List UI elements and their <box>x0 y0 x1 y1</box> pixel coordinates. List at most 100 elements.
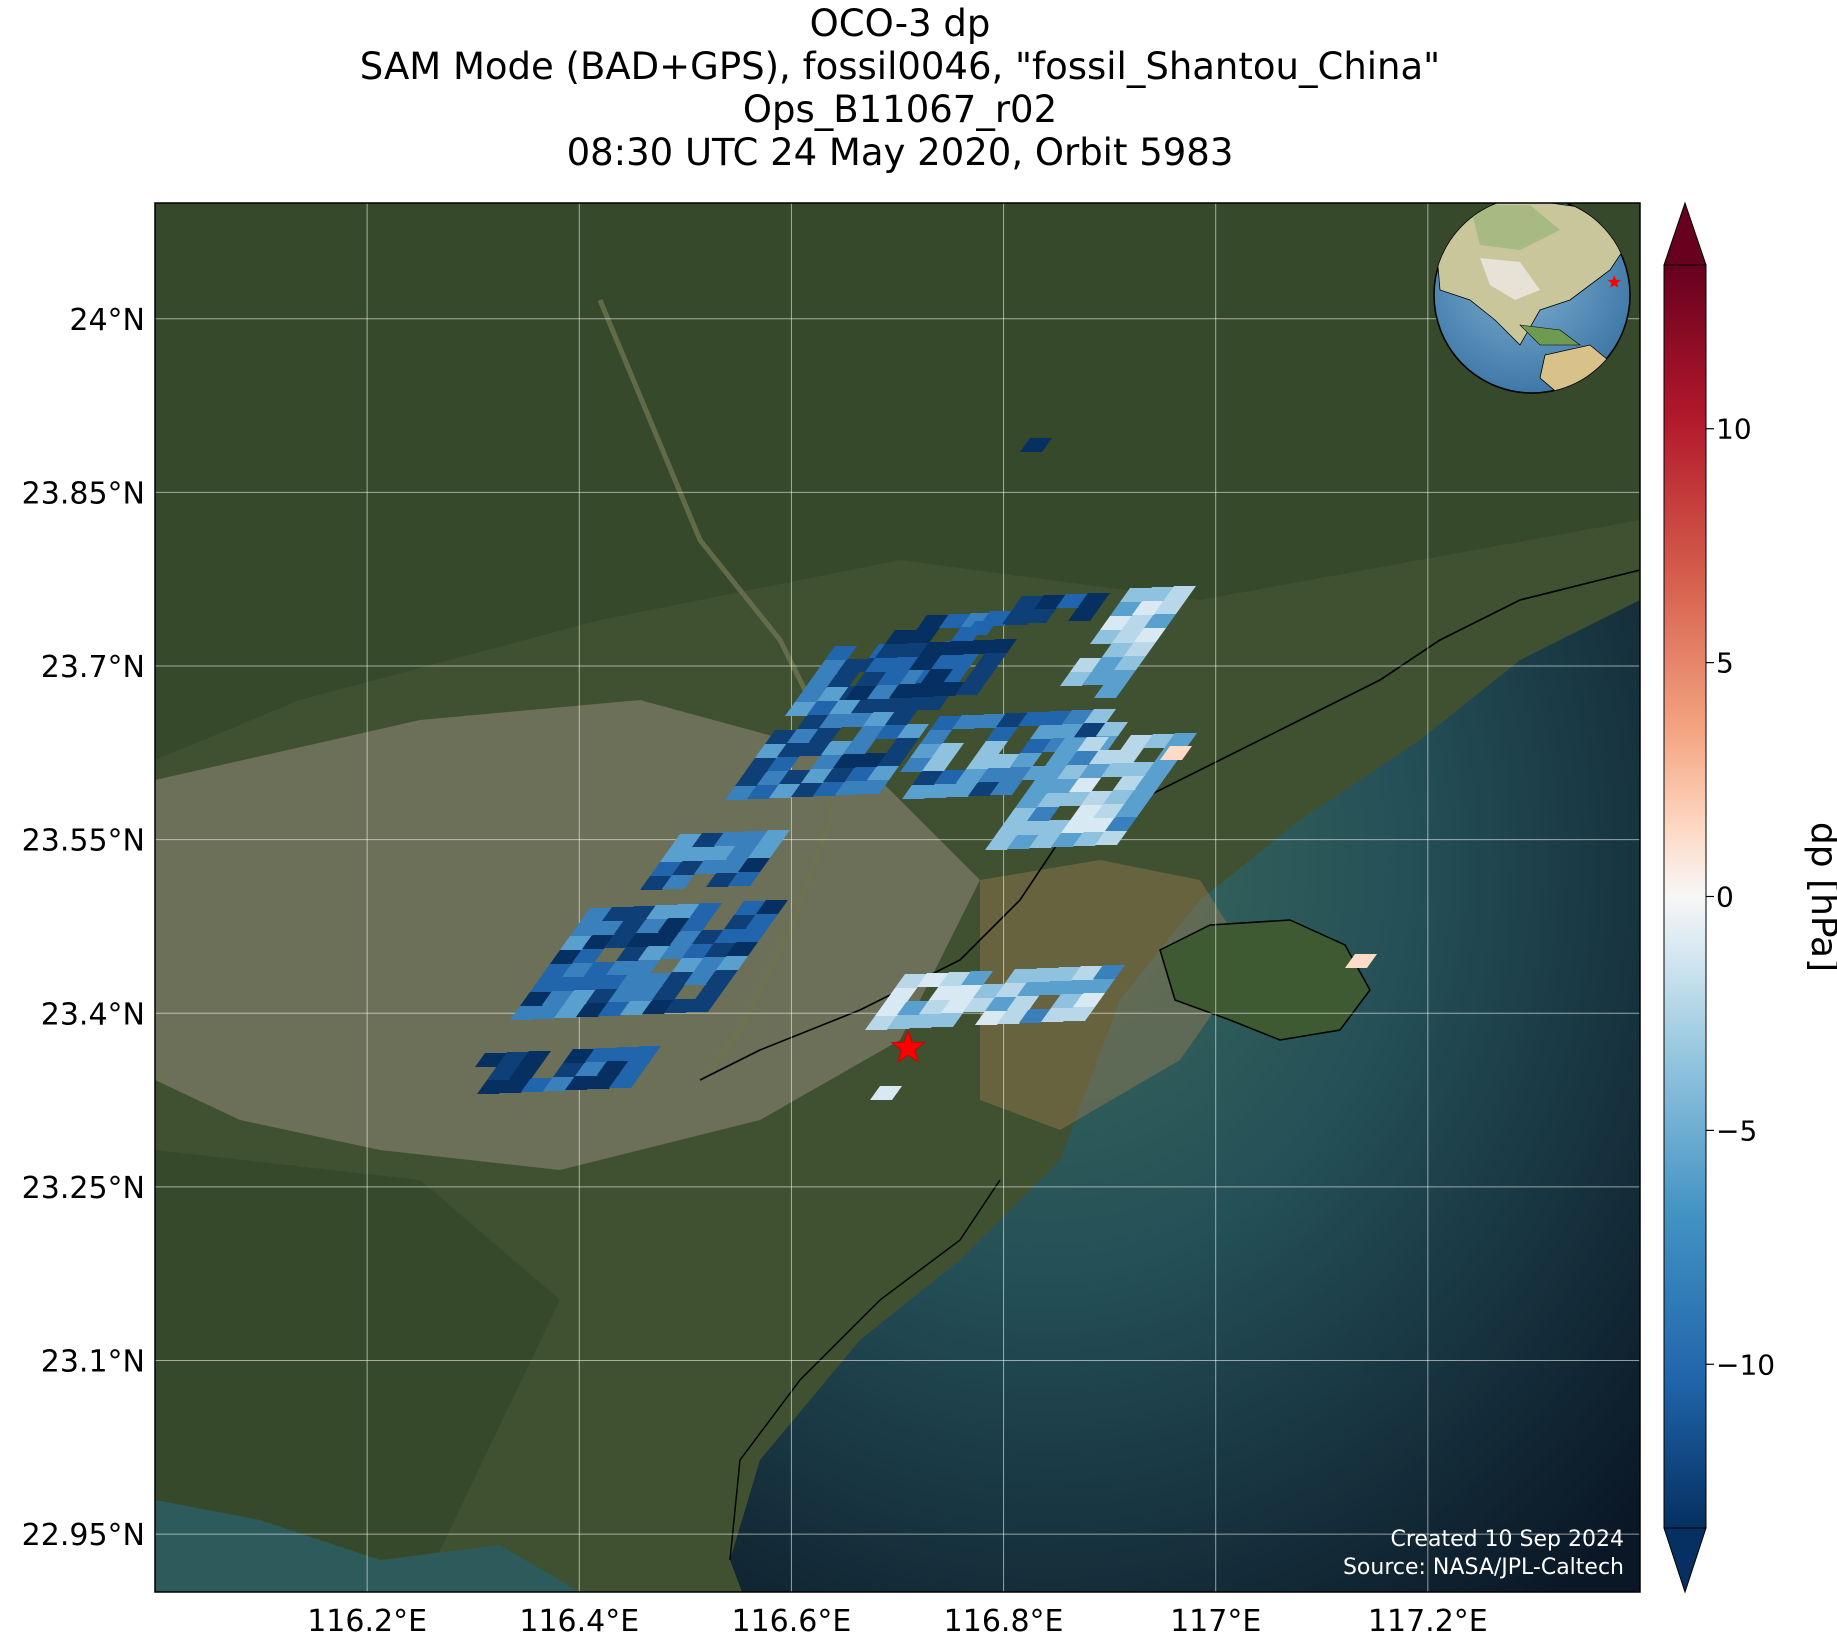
sounding-footprint <box>985 639 1017 653</box>
lon-tick-label: 117.2°E <box>1368 1604 1488 1639</box>
lon-tick-label: 117°E <box>1170 1604 1261 1639</box>
lat-tick-label: 23.55°N <box>22 824 145 859</box>
title-line-3: Ops_B11067_r02 <box>742 88 1058 131</box>
lat-tick-label: 23.7°N <box>41 650 145 685</box>
sounding-footprint <box>716 956 748 970</box>
sounding-footprint <box>1010 753 1042 767</box>
sounding-footprint <box>955 681 987 695</box>
sounding-footprint <box>1024 609 1056 623</box>
sounding-footprint <box>696 984 728 998</box>
sounding-footprint <box>706 970 738 984</box>
sounding-footprint <box>1073 993 1105 1007</box>
globe-location-star <box>1607 275 1621 288</box>
sounding-footprint <box>931 655 963 669</box>
sounding-footprint <box>1115 803 1147 817</box>
sounding-footprint <box>1095 831 1127 845</box>
sounding-footprint <box>986 727 1018 741</box>
lon-tick-label: 116.6°E <box>732 1604 852 1639</box>
sounding-footprint <box>1027 807 1059 821</box>
globe-indonesia <box>1519 324 1581 346</box>
sounding-footprint <box>1134 628 1166 642</box>
sounding-footprint <box>1345 954 1377 968</box>
colorbar: 10 5 0 −5 −10 dp [hPa] <box>1663 201 1837 1594</box>
southwest-hills <box>155 1150 560 1592</box>
sounding-footprint <box>736 928 768 942</box>
sounding-footprint <box>1093 965 1125 979</box>
colorbar-tick-label: −5 <box>1716 1114 1757 1147</box>
sounding-footprint <box>809 728 841 742</box>
sounding-footprint <box>1094 684 1126 698</box>
sounding-footprint <box>1165 733 1197 747</box>
sounding-footprint <box>1077 737 1109 751</box>
title-line-2: SAM Mode (BAD+GPS), fossil0046, "fossil_… <box>359 45 1441 88</box>
globe-asia-green <box>1470 205 1560 250</box>
sounding-footprint <box>758 830 790 844</box>
sounding-footprint <box>907 629 939 643</box>
lat-tick-label: 23.1°N <box>41 1345 145 1380</box>
sounding-footprint <box>885 988 917 1002</box>
colorbar-tick-label: 0 <box>1716 881 1734 914</box>
sea-southwest <box>155 1500 580 1592</box>
sounding-footprint <box>965 621 997 635</box>
sounding-footprint <box>1007 996 1039 1010</box>
globe-tibet <box>1480 258 1540 300</box>
sounding-footprint <box>827 673 859 687</box>
sounding-footprint <box>1069 778 1101 792</box>
sounding-footprint <box>726 942 758 956</box>
sounding-footprint <box>857 780 889 794</box>
sounding-footprint <box>1114 656 1146 670</box>
lon-tick-label: 116.2°E <box>307 1604 427 1639</box>
sounding-footprint <box>885 711 917 725</box>
mountain-region <box>155 203 1640 760</box>
lon-tick-label: 116.4°E <box>519 1604 639 1639</box>
lat-tick-label: 23.4°N <box>41 997 145 1032</box>
basemap: Created 10 Sep 2024 Source: NASA/JPL-Cal… <box>155 203 1640 1592</box>
colorbar-tick-label: 10 <box>1716 413 1752 446</box>
sounding-footprint <box>1160 746 1192 760</box>
title-line-1: OCO-3 dp <box>809 2 991 45</box>
target-site-star <box>890 1029 926 1063</box>
sounding-footprint <box>961 971 993 985</box>
longitude-labels: 116.2°E 116.4°E 116.6°E 116.8°E 117°E 117.2°E <box>307 1604 1488 1639</box>
colorbar-extend-min <box>1663 1527 1707 1594</box>
colorbar-ticks: 10 5 0 −5 −10 <box>1706 413 1775 1381</box>
sounding-footprint <box>1144 614 1176 628</box>
sounding-footprint <box>1068 607 1100 621</box>
coastline <box>699 569 1640 1081</box>
sounding-footprint <box>509 1065 541 1079</box>
sounding-footprint <box>1105 817 1137 831</box>
sounding-footprint <box>680 917 712 931</box>
sounding-footprint <box>629 1046 661 1060</box>
sounding-footprint <box>619 1060 651 1074</box>
map-frame <box>154 202 1641 1593</box>
lat-tick-label: 24°N <box>69 303 145 338</box>
created-date: Created 10 Sep 2024 <box>1391 1527 1625 1552</box>
sounding-footprint <box>976 741 1008 755</box>
sounding-footprint <box>746 914 778 928</box>
lat-tick-label: 22.95°N <box>22 1518 145 1553</box>
sounding-footprint <box>1083 979 1115 993</box>
sounding-footprint <box>652 986 684 1000</box>
lat-tick-label: 23.85°N <box>22 476 145 511</box>
nanao-island <box>1159 919 1371 1041</box>
sounding-footprint <box>609 1074 641 1088</box>
sounding-footprint <box>738 858 770 872</box>
urban-plain <box>155 700 980 1170</box>
sounding-footprint <box>1145 761 1177 775</box>
colorbar-gradient <box>1663 264 1707 1529</box>
sounding-footprint <box>897 724 929 738</box>
sounding-footprint <box>843 740 875 754</box>
sounding-footprint <box>870 1086 902 1100</box>
sounding-footprint <box>1111 749 1143 763</box>
latitude-labels: 24°N 23.85°N 23.7°N 23.55°N 23.4°N 23.25°N 23.… <box>22 303 145 1553</box>
sounding-footprint <box>990 781 1022 795</box>
sounding-footprint <box>662 875 694 889</box>
lat-tick-label: 23.25°N <box>22 1171 145 1206</box>
sounding-footprint <box>690 903 722 917</box>
sounding-footprint <box>867 766 899 780</box>
sounding-footprint <box>975 653 1007 667</box>
inset-globe <box>1433 203 1631 394</box>
sounding-footprint <box>887 738 919 752</box>
sounding-footprint <box>1078 593 1110 607</box>
